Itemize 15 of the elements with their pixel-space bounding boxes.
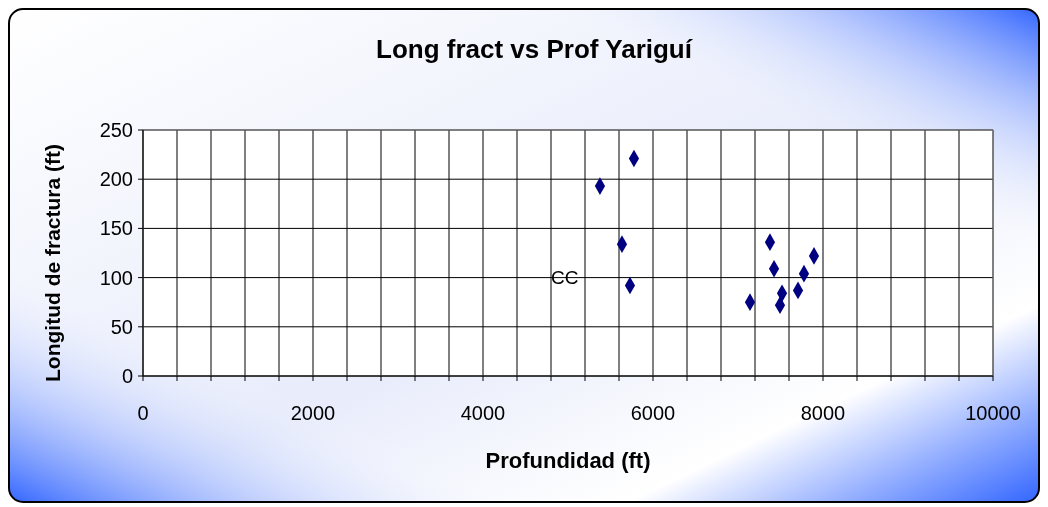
- x-tick-label: 2000: [290, 402, 336, 424]
- x-tick-label: 4000: [460, 402, 506, 424]
- x-tick-label: 10000: [965, 402, 1021, 424]
- x-tick-label: 8000: [800, 402, 846, 424]
- y-tick-label: 200: [99, 168, 133, 191]
- chart-title: Long fract vs Prof Yariguí: [376, 34, 693, 64]
- x-axis-title: Profundidad (ft): [485, 448, 651, 473]
- y-axis-title: Longitud de fractura (ft): [41, 144, 64, 382]
- y-tick-label: 250: [99, 119, 133, 141]
- y-tick-label: 50: [110, 315, 133, 338]
- y-tick-label: 0: [121, 365, 133, 387]
- x-tick-label: 6000: [630, 402, 676, 424]
- x-tick-label: 0: [137, 402, 149, 424]
- y-tick-label: 150: [99, 217, 133, 240]
- y-tick-label: 100: [99, 266, 133, 289]
